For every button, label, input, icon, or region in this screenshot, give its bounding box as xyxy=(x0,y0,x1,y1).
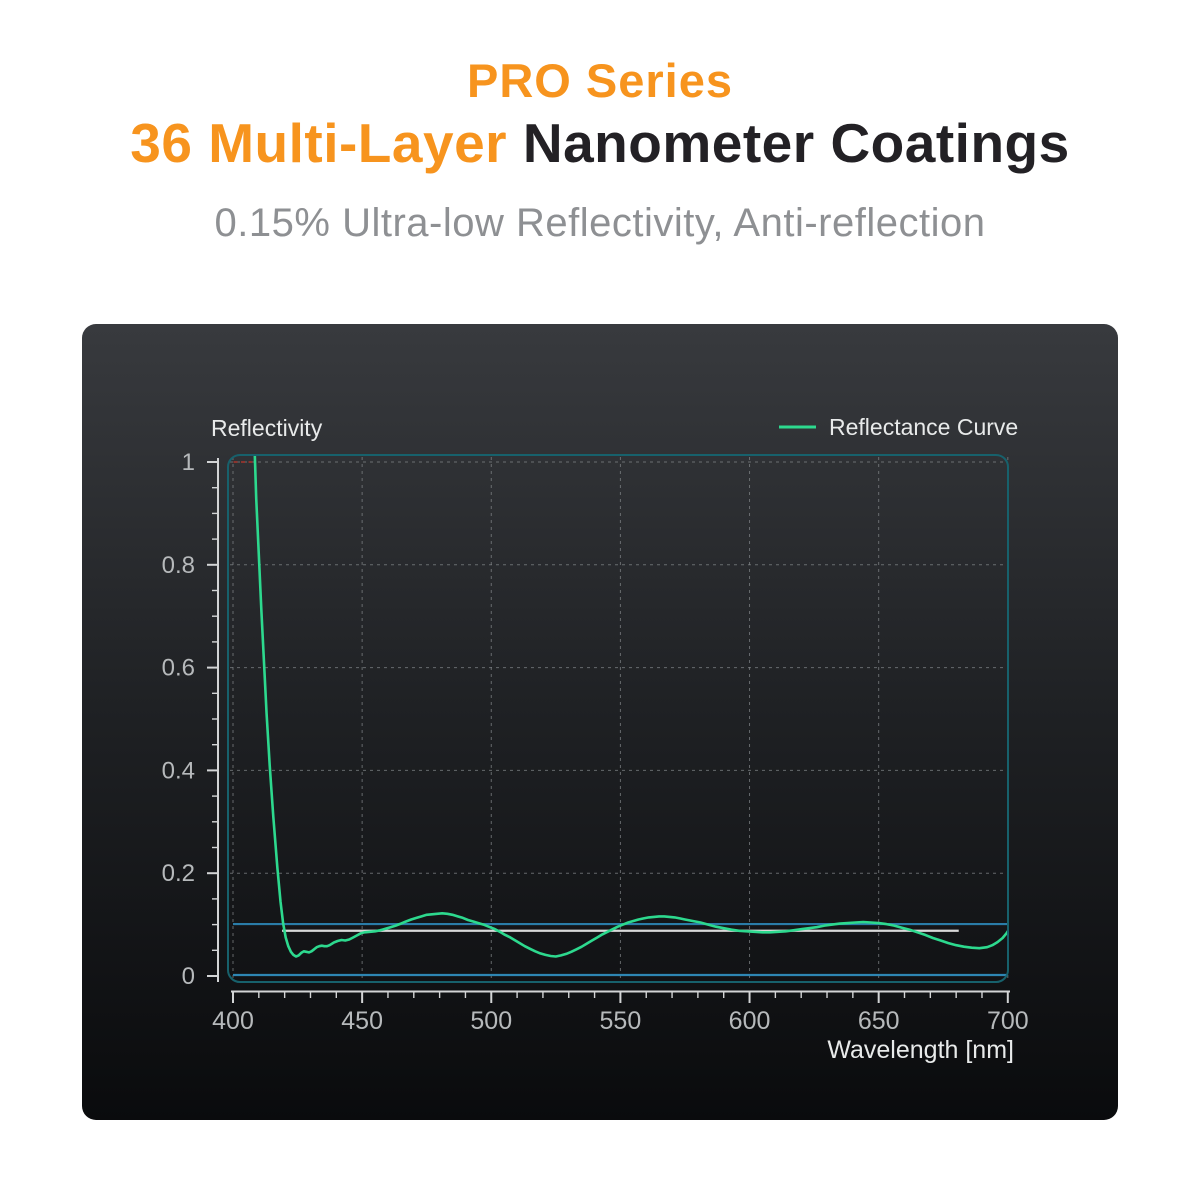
axes xyxy=(207,458,1010,1003)
chart-panel: 400 450 500 550 600 650 700 0 0.2 0.4 0.6 0.8 1 Ref… xyxy=(82,324,1118,1120)
legend: Reflectance Curve xyxy=(779,414,1018,440)
x-tick-label: 700 xyxy=(987,1007,1029,1035)
page-title-line1: PRO Series xyxy=(466,54,734,107)
legend-label: Reflectance Curve xyxy=(829,414,1018,440)
title-highlight: 36 Multi-Layer xyxy=(130,112,508,175)
x-tick-label: 600 xyxy=(729,1007,771,1035)
x-tick-label: 500 xyxy=(470,1007,512,1035)
reflectance-curve-line xyxy=(252,456,1007,958)
x-tick-label: 400 xyxy=(212,1007,254,1035)
plot-border xyxy=(227,454,1009,983)
grid-lines xyxy=(230,457,1009,980)
y-tick-label: 1 xyxy=(182,449,195,476)
header: PRO Series 36 Multi-Layer Nanometer Coat… xyxy=(0,0,1200,246)
chart-y-axis-title: Reflectivity xyxy=(211,415,323,441)
reflectivity-chart: 400 450 500 550 600 650 700 0 0.2 0.4 0.6 0.8 1 Ref… xyxy=(162,414,1029,1064)
title-rest: Nanometer Coatings xyxy=(507,112,1070,175)
x-axis-title: Wavelength [nm] xyxy=(827,1036,1014,1064)
y-tick-label: 0.8 xyxy=(162,552,195,579)
x-tick-labels: 400 450 500 550 600 650 700 xyxy=(212,1007,1029,1035)
y-tick-label: 0.4 xyxy=(162,757,195,784)
y-tick-labels: 0 0.2 0.4 0.6 0.8 1 xyxy=(162,449,195,990)
subtitle: 0.15% Ultra-low Reflectivity, Anti-refle… xyxy=(214,201,986,246)
page-title-line2: 36 Multi-Layer Nanometer Coatings xyxy=(0,112,1200,175)
y-tick-label: 0.2 xyxy=(162,860,195,887)
y-tick-label: 0 xyxy=(182,963,195,990)
x-tick-label: 450 xyxy=(341,1007,383,1035)
y-tick-label: 0.6 xyxy=(162,655,195,682)
x-tick-label: 550 xyxy=(600,1007,642,1035)
x-tick-label: 650 xyxy=(858,1007,900,1035)
